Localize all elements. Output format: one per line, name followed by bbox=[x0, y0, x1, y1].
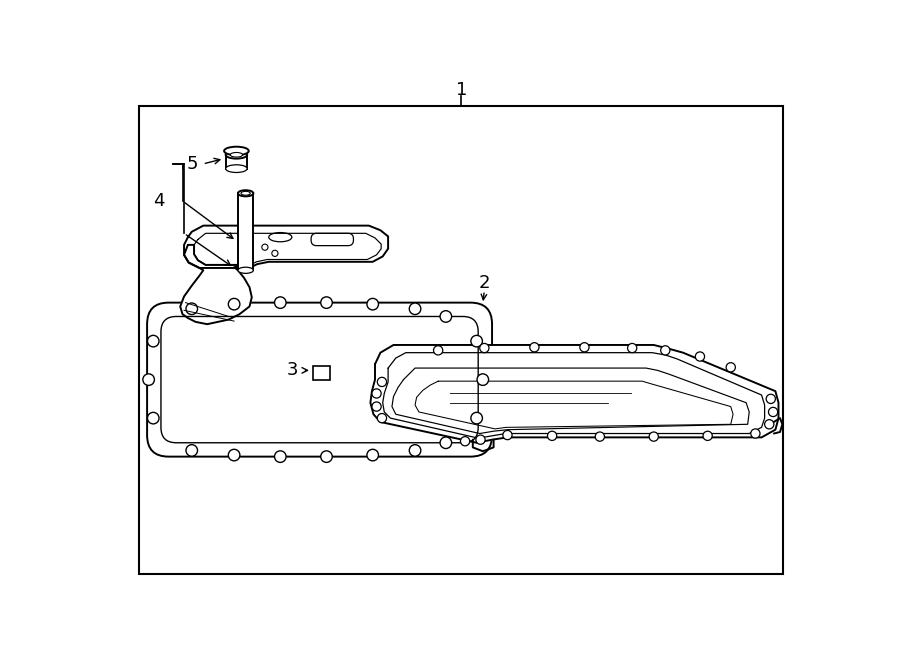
Text: 2: 2 bbox=[479, 274, 490, 292]
Circle shape bbox=[229, 449, 240, 461]
Circle shape bbox=[410, 303, 421, 315]
Ellipse shape bbox=[241, 191, 250, 195]
Ellipse shape bbox=[230, 153, 243, 157]
Circle shape bbox=[661, 346, 670, 355]
Circle shape bbox=[229, 298, 240, 310]
Circle shape bbox=[751, 429, 760, 438]
Bar bbox=[313, 366, 330, 379]
Text: 1: 1 bbox=[455, 81, 467, 99]
Polygon shape bbox=[184, 225, 388, 268]
Circle shape bbox=[461, 437, 470, 446]
Circle shape bbox=[367, 298, 379, 310]
Ellipse shape bbox=[238, 267, 254, 274]
Circle shape bbox=[320, 297, 332, 309]
Circle shape bbox=[143, 374, 155, 385]
Circle shape bbox=[471, 335, 482, 347]
Circle shape bbox=[726, 363, 735, 372]
Circle shape bbox=[186, 303, 197, 315]
Circle shape bbox=[440, 311, 452, 323]
Circle shape bbox=[148, 412, 159, 424]
Circle shape bbox=[703, 431, 712, 440]
Circle shape bbox=[186, 445, 197, 456]
Circle shape bbox=[440, 437, 452, 449]
Circle shape bbox=[696, 352, 705, 361]
Circle shape bbox=[471, 412, 482, 424]
Bar bbox=[226, 155, 248, 169]
Circle shape bbox=[274, 297, 286, 309]
Circle shape bbox=[320, 451, 332, 463]
Circle shape bbox=[377, 377, 387, 387]
Circle shape bbox=[595, 432, 605, 442]
Circle shape bbox=[274, 451, 286, 463]
Circle shape bbox=[367, 449, 379, 461]
Circle shape bbox=[580, 342, 590, 352]
Circle shape bbox=[530, 342, 539, 352]
Circle shape bbox=[627, 344, 637, 353]
FancyBboxPatch shape bbox=[147, 303, 492, 457]
Circle shape bbox=[547, 431, 557, 440]
Circle shape bbox=[372, 402, 382, 411]
Circle shape bbox=[477, 374, 489, 385]
Polygon shape bbox=[371, 345, 778, 443]
Ellipse shape bbox=[226, 151, 248, 159]
Ellipse shape bbox=[224, 147, 248, 155]
Circle shape bbox=[769, 407, 778, 416]
Circle shape bbox=[649, 432, 659, 442]
Ellipse shape bbox=[226, 165, 248, 173]
Circle shape bbox=[372, 389, 382, 398]
Circle shape bbox=[148, 335, 159, 347]
Ellipse shape bbox=[238, 190, 254, 196]
Circle shape bbox=[410, 445, 421, 456]
Text: 4: 4 bbox=[153, 192, 165, 210]
Circle shape bbox=[480, 344, 489, 353]
Text: 3: 3 bbox=[286, 362, 298, 379]
Circle shape bbox=[766, 394, 776, 403]
Circle shape bbox=[377, 414, 387, 423]
Circle shape bbox=[503, 430, 512, 440]
Circle shape bbox=[765, 420, 774, 429]
Circle shape bbox=[476, 435, 485, 444]
Polygon shape bbox=[180, 245, 252, 324]
Bar bbox=[238, 193, 254, 270]
Text: 5: 5 bbox=[186, 155, 198, 173]
Circle shape bbox=[434, 346, 443, 355]
